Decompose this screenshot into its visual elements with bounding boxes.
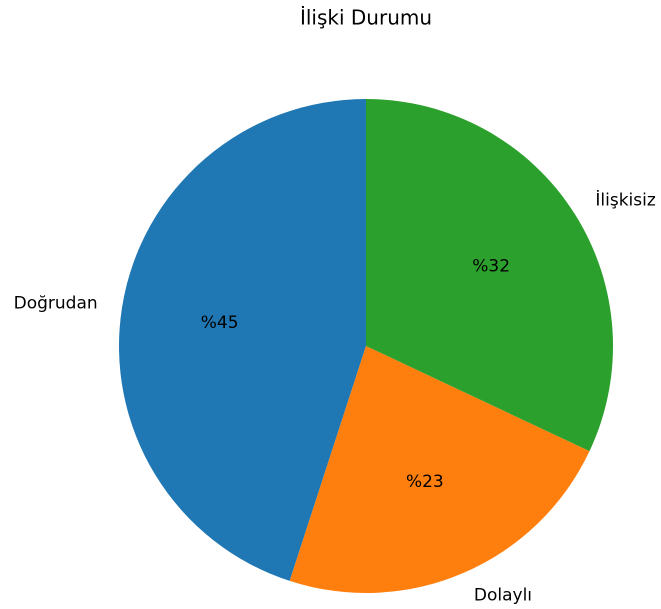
pie-slice	[366, 99, 614, 452]
pie-slice	[119, 99, 366, 581]
value-label: %45	[201, 313, 239, 333]
value-label: %32	[472, 257, 510, 277]
slice-label: Doğrudan	[14, 293, 98, 313]
pie-slice	[289, 346, 590, 593]
slice-label: İlişkisiz	[595, 189, 655, 210]
value-label: %23	[406, 472, 444, 492]
slice-label: Dolaylı	[474, 585, 532, 605]
chart-title: İlişki Durumu	[300, 6, 432, 30]
